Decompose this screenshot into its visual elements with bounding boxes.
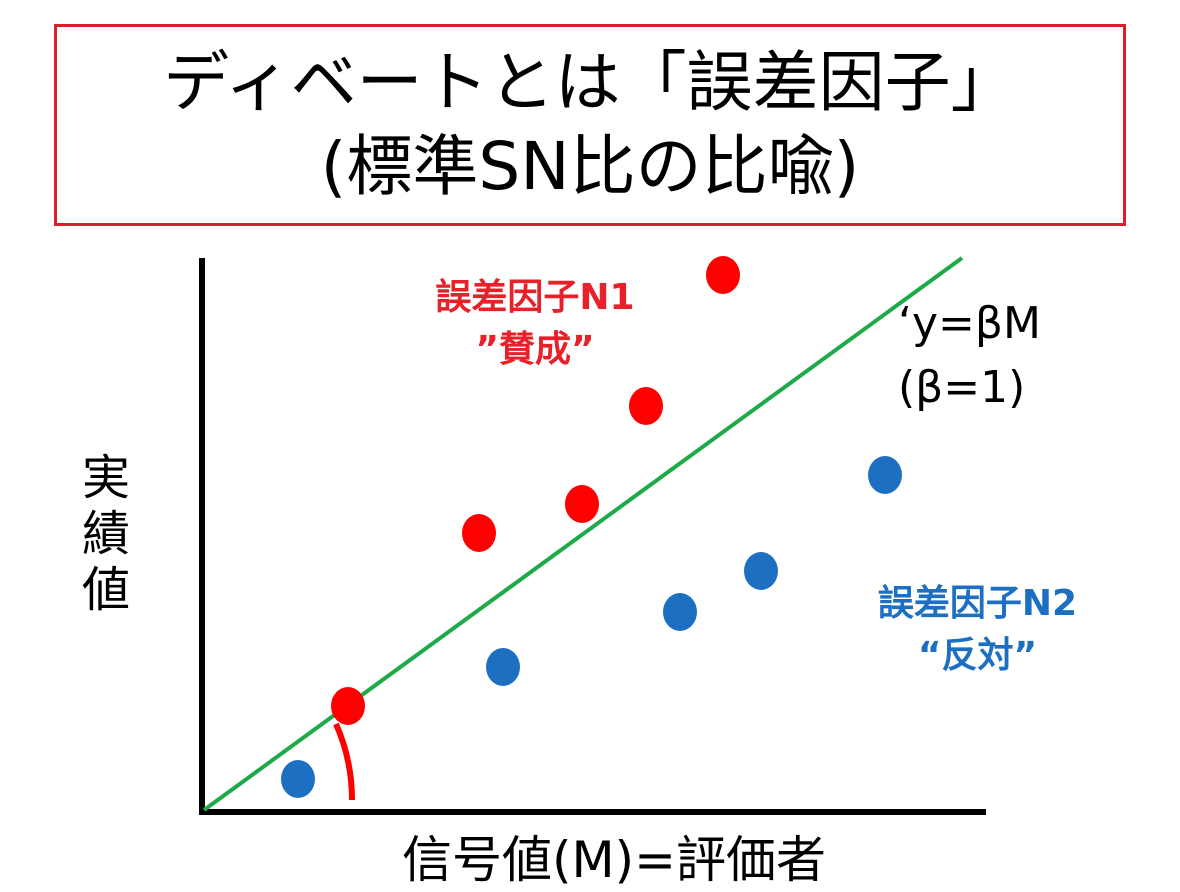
equation-formula: ‘y=βM — [898, 298, 1041, 349]
reference-line — [202, 256, 964, 812]
n1-point — [331, 687, 365, 725]
n2-point — [868, 456, 902, 494]
n1-point — [706, 256, 740, 294]
x-axis-label: 信号値(M)=評価者 — [402, 831, 827, 889]
n1-point — [462, 514, 496, 552]
y-axis-label: 実績値 — [81, 450, 130, 618]
n2-point — [663, 593, 697, 631]
equation-label: ‘y=βM (β=1) — [898, 292, 1041, 420]
equation-beta: (β=1) — [898, 362, 1026, 413]
n2-label-title: 誤差因子N2 — [877, 583, 1078, 624]
n2-point — [744, 552, 778, 590]
n1-point — [629, 387, 663, 425]
angle-arc — [333, 722, 355, 801]
title-line-2: (標準SN比の比喩) — [320, 128, 860, 205]
n2-point — [281, 760, 315, 798]
n2-label-meaning: “反対” — [917, 635, 1038, 676]
n2-label: 誤差因子N2 “反対” — [850, 578, 1105, 682]
n1-label-title: 誤差因子N1 — [435, 277, 635, 318]
n2-point — [486, 648, 520, 686]
n1-label: 誤差因子N1 ”賛成” — [410, 272, 660, 376]
title-box: ディベートとは「誤差因子」 (標準SN比の比喩) — [54, 24, 1126, 226]
n1-point — [565, 485, 599, 523]
n1-label-meaning: ”賛成” — [475, 329, 595, 370]
title-line-1: ディベートとは「誤差因子」 — [163, 44, 1017, 121]
